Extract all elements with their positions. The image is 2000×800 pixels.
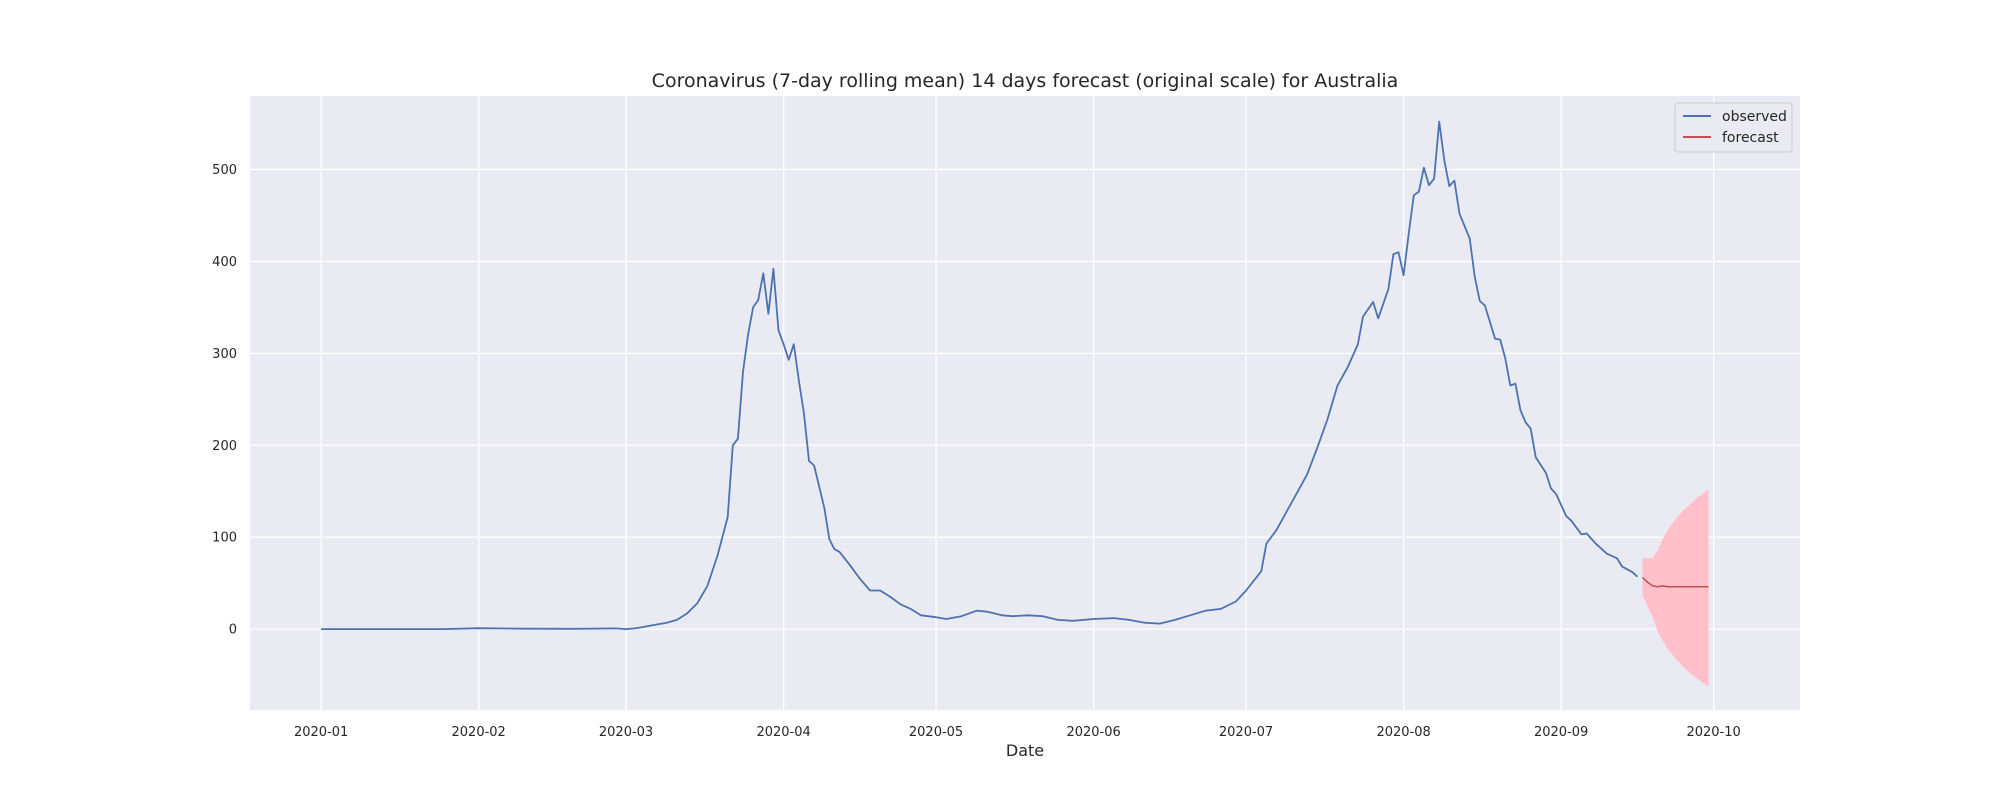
y-axis-ticks: 0 100 200 300 400 500 <box>212 163 237 638</box>
x-axis-label: Date <box>1006 741 1044 760</box>
observed-line <box>321 120 1639 630</box>
legend-observed-label: observed <box>1722 109 1787 125</box>
x-tick-label: 2020-06 <box>1066 725 1120 740</box>
x-tick-label: 2020-08 <box>1376 725 1430 740</box>
x-tick-label: 2020-01 <box>294 725 348 740</box>
x-tick-label: 2020-04 <box>756 725 810 740</box>
x-tick-label: 2020-02 <box>452 725 506 740</box>
forecast-confidence-band <box>1642 489 1709 687</box>
plot-background <box>250 96 1800 710</box>
x-axis-ticks: 2020-01 2020-02 2020-03 2020-04 2020-05 2020-… <box>294 725 1741 740</box>
series-lines <box>321 120 1709 630</box>
x-tick-label: 2020-05 <box>909 725 963 740</box>
y-tick-label: 500 <box>212 163 237 178</box>
y-tick-label: 0 <box>229 623 237 638</box>
y-tick-label: 200 <box>212 439 237 454</box>
x-tick-label: 2020-03 <box>599 725 653 740</box>
forecast-line <box>1641 577 1709 588</box>
x-tick-label: 2020-10 <box>1686 725 1740 740</box>
x-tick-label: 2020-09 <box>1534 725 1588 740</box>
y-tick-label: 100 <box>212 531 237 546</box>
forecast-interval <box>1642 489 1709 687</box>
legend-forecast-label: forecast <box>1722 130 1779 146</box>
x-tick-label: 2020-07 <box>1219 725 1273 740</box>
y-tick-label: 300 <box>212 347 237 362</box>
chart-title: Coronavirus (7-day rolling mean) 14 days… <box>652 70 1399 92</box>
y-tick-label: 400 <box>212 255 237 270</box>
legend: observed forecast <box>1674 102 1793 153</box>
